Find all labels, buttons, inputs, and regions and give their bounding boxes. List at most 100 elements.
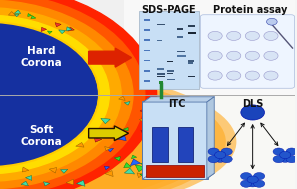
Polygon shape	[15, 14, 19, 17]
Polygon shape	[48, 31, 52, 34]
Polygon shape	[59, 30, 66, 34]
Bar	[144, 70, 150, 72]
Bar	[167, 78, 175, 80]
Circle shape	[0, 15, 109, 174]
Circle shape	[264, 31, 278, 40]
Polygon shape	[66, 179, 74, 185]
FancyBboxPatch shape	[146, 165, 204, 177]
Bar	[157, 68, 165, 70]
Polygon shape	[61, 169, 68, 173]
Polygon shape	[8, 12, 15, 15]
Polygon shape	[49, 167, 57, 173]
Circle shape	[208, 156, 219, 163]
Polygon shape	[145, 166, 154, 172]
Circle shape	[273, 156, 284, 163]
Polygon shape	[140, 161, 150, 167]
Polygon shape	[141, 131, 150, 136]
FancyBboxPatch shape	[200, 15, 295, 88]
Ellipse shape	[0, 70, 226, 189]
Ellipse shape	[0, 73, 215, 189]
Text: Hard
Corona: Hard Corona	[20, 46, 62, 67]
Polygon shape	[55, 23, 61, 27]
Ellipse shape	[0, 90, 162, 189]
FancyBboxPatch shape	[143, 101, 208, 179]
Bar	[144, 40, 150, 41]
Polygon shape	[44, 182, 50, 186]
Bar	[157, 73, 165, 75]
Bar	[167, 70, 174, 72]
Polygon shape	[207, 97, 214, 179]
Circle shape	[254, 180, 265, 187]
Polygon shape	[22, 167, 29, 172]
Polygon shape	[67, 27, 72, 31]
Polygon shape	[147, 129, 155, 133]
Polygon shape	[105, 166, 110, 170]
Polygon shape	[41, 27, 47, 32]
Circle shape	[279, 151, 291, 159]
Circle shape	[286, 148, 297, 155]
Text: Soft
Corona: Soft Corona	[20, 125, 62, 147]
Polygon shape	[68, 27, 74, 31]
Bar	[157, 76, 165, 77]
FancyBboxPatch shape	[139, 11, 200, 89]
Circle shape	[208, 51, 222, 60]
Circle shape	[247, 180, 258, 187]
Circle shape	[264, 51, 278, 60]
Bar	[0, 0, 124, 94]
Circle shape	[227, 31, 241, 40]
Bar	[177, 51, 184, 52]
Bar	[144, 60, 150, 61]
Circle shape	[227, 71, 241, 80]
Circle shape	[241, 180, 252, 187]
Polygon shape	[76, 143, 84, 147]
Polygon shape	[117, 134, 126, 141]
Circle shape	[241, 105, 264, 120]
Circle shape	[279, 155, 291, 162]
Text: ITC: ITC	[168, 99, 185, 109]
Polygon shape	[14, 10, 21, 13]
Circle shape	[286, 156, 297, 163]
Polygon shape	[140, 107, 148, 113]
Bar	[167, 73, 173, 74]
Circle shape	[266, 18, 277, 25]
Circle shape	[0, 8, 121, 181]
Polygon shape	[94, 138, 102, 142]
Bar	[0, 94, 296, 189]
FancyArrow shape	[89, 48, 132, 67]
Circle shape	[247, 176, 258, 183]
Ellipse shape	[0, 80, 194, 189]
Bar	[144, 19, 150, 21]
Polygon shape	[147, 137, 153, 140]
Polygon shape	[130, 159, 140, 166]
Polygon shape	[26, 176, 32, 180]
Bar	[157, 24, 165, 26]
Bar	[157, 40, 162, 41]
Circle shape	[214, 155, 226, 162]
Polygon shape	[107, 148, 113, 152]
Bar	[159, 81, 163, 84]
Text: Protein assay: Protein assay	[212, 5, 287, 15]
Bar	[188, 76, 195, 77]
Bar	[177, 36, 183, 38]
Circle shape	[208, 148, 219, 155]
Bar	[144, 50, 150, 51]
Circle shape	[245, 31, 260, 40]
Polygon shape	[105, 171, 113, 177]
Circle shape	[208, 71, 222, 80]
FancyArrow shape	[89, 126, 129, 141]
Polygon shape	[124, 168, 135, 174]
Polygon shape	[137, 173, 144, 178]
Circle shape	[0, 23, 97, 166]
Circle shape	[241, 173, 252, 180]
Polygon shape	[140, 173, 148, 179]
Circle shape	[264, 71, 278, 80]
Circle shape	[254, 173, 265, 180]
Bar	[188, 25, 195, 27]
Ellipse shape	[0, 83, 184, 189]
Polygon shape	[135, 165, 146, 172]
Circle shape	[245, 51, 260, 60]
FancyBboxPatch shape	[152, 127, 168, 162]
Bar	[167, 61, 173, 62]
Bar	[188, 75, 195, 77]
Bar	[188, 32, 196, 34]
